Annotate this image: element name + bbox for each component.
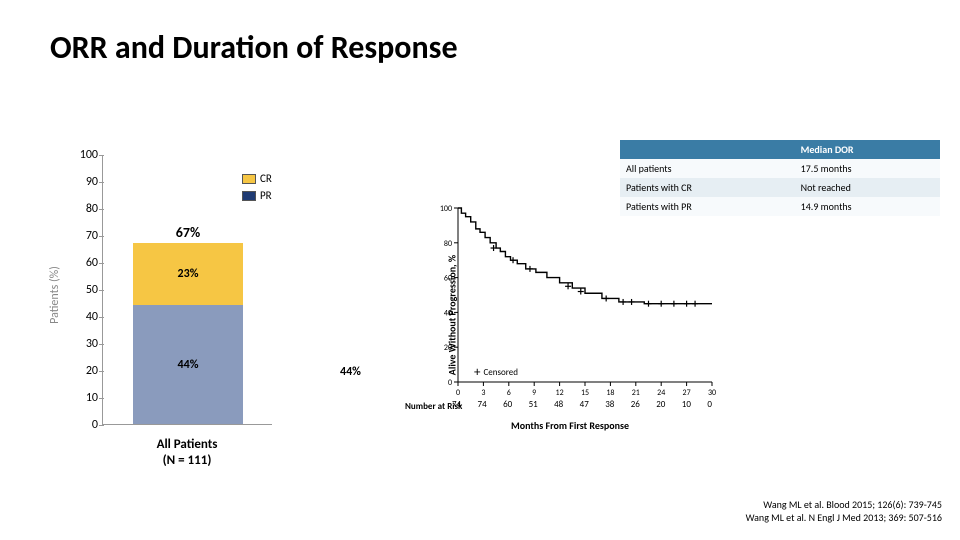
svg-text:15: 15 xyxy=(581,388,589,398)
slide-title: ORR and Duration of Response xyxy=(50,28,458,67)
km-risk-value: 60 xyxy=(503,399,512,410)
km-censored-legend: + Censored xyxy=(474,367,518,378)
km-risk-value: 51 xyxy=(529,399,538,410)
svg-text:27: 27 xyxy=(683,388,691,398)
svg-text:18: 18 xyxy=(606,388,614,398)
dor-cell: Not reached xyxy=(795,178,940,197)
legend-swatch xyxy=(242,174,256,184)
y-tick: 20 xyxy=(73,364,98,378)
km-plot-svg: 020406080100036912151821242730 xyxy=(420,200,720,430)
legend-label: PR xyxy=(260,189,272,202)
legend-label: CR xyxy=(260,172,272,185)
km-risk-value: 48 xyxy=(554,399,563,410)
km-x-label: Months From First Response xyxy=(420,419,720,432)
y-tick: 80 xyxy=(73,202,98,216)
x-axis-label: All Patients (N = 111) xyxy=(102,437,272,468)
dor-cell: 17.5 months xyxy=(795,159,940,178)
svg-text:24: 24 xyxy=(657,388,665,398)
y-axis-label: Patients (%) xyxy=(48,266,62,324)
y-tick: 10 xyxy=(73,391,98,405)
y-tick: 50 xyxy=(73,283,98,297)
legend-row-CR: CR xyxy=(242,172,272,185)
km-risk-value: 0 xyxy=(707,399,712,410)
bar-legend: CR PR xyxy=(242,172,272,206)
y-tick: 60 xyxy=(73,256,98,270)
legend-row-PR: PR xyxy=(242,189,272,202)
bar-seg-PR: 44% xyxy=(133,305,243,424)
km-risk-value: 26 xyxy=(631,399,640,410)
plus-icon: + xyxy=(474,368,480,377)
y-tick: 100 xyxy=(73,148,98,162)
bar-total-label: 67% xyxy=(133,224,243,241)
km-risk-value: 74 xyxy=(478,399,487,410)
km-y-label: Alive Without Progression, % xyxy=(446,255,459,375)
y-tick: 90 xyxy=(73,175,98,189)
svg-text:30: 30 xyxy=(708,388,716,398)
bar-seg-CR: 23% xyxy=(133,243,243,305)
dor-th-blank xyxy=(620,140,795,159)
svg-text:6: 6 xyxy=(507,388,511,398)
svg-text:3: 3 xyxy=(481,388,485,398)
legend-swatch xyxy=(242,191,256,201)
y-tick: 30 xyxy=(73,337,98,351)
dor-cell: All patients xyxy=(620,159,795,178)
citation-block: Wang ML et al. Blood 2015; 126(6): 739-7… xyxy=(746,498,942,524)
svg-text:0: 0 xyxy=(448,378,452,388)
dor-cell: Patients with CR xyxy=(620,178,795,197)
km-risk-row: 74 74 60 51 48 47 38 26 20 10 0 xyxy=(452,399,712,410)
km-chart: Alive Without Progression, % 02040608010… xyxy=(420,200,720,430)
km-risk-value: 20 xyxy=(656,399,665,410)
svg-text:0: 0 xyxy=(456,388,460,398)
km-risk-value: 47 xyxy=(580,399,589,410)
km-risk-value: 74 xyxy=(452,399,461,410)
y-tick: 40 xyxy=(73,310,98,324)
dor-th-median: Median DOR xyxy=(795,140,940,159)
y-tick: 0 xyxy=(73,418,98,432)
km-risk-value: 10 xyxy=(682,399,691,410)
km-risk-value: 38 xyxy=(605,399,614,410)
svg-text:21: 21 xyxy=(632,388,640,398)
svg-text:100: 100 xyxy=(440,204,452,214)
svg-text:80: 80 xyxy=(444,239,452,249)
citation-line: Wang ML et al. Blood 2015; 126(6): 739-7… xyxy=(746,498,942,511)
svg-text:12: 12 xyxy=(556,388,564,398)
bar-group: 23%44% xyxy=(133,243,243,424)
svg-text:9: 9 xyxy=(532,388,536,398)
y-tick: 70 xyxy=(73,229,98,243)
floating-pct-label: 44% xyxy=(340,365,361,379)
dor-cell: 14.9 months xyxy=(795,197,940,216)
citation-line: Wang ML et al. N Engl J Med 2013; 369: 5… xyxy=(746,511,942,524)
